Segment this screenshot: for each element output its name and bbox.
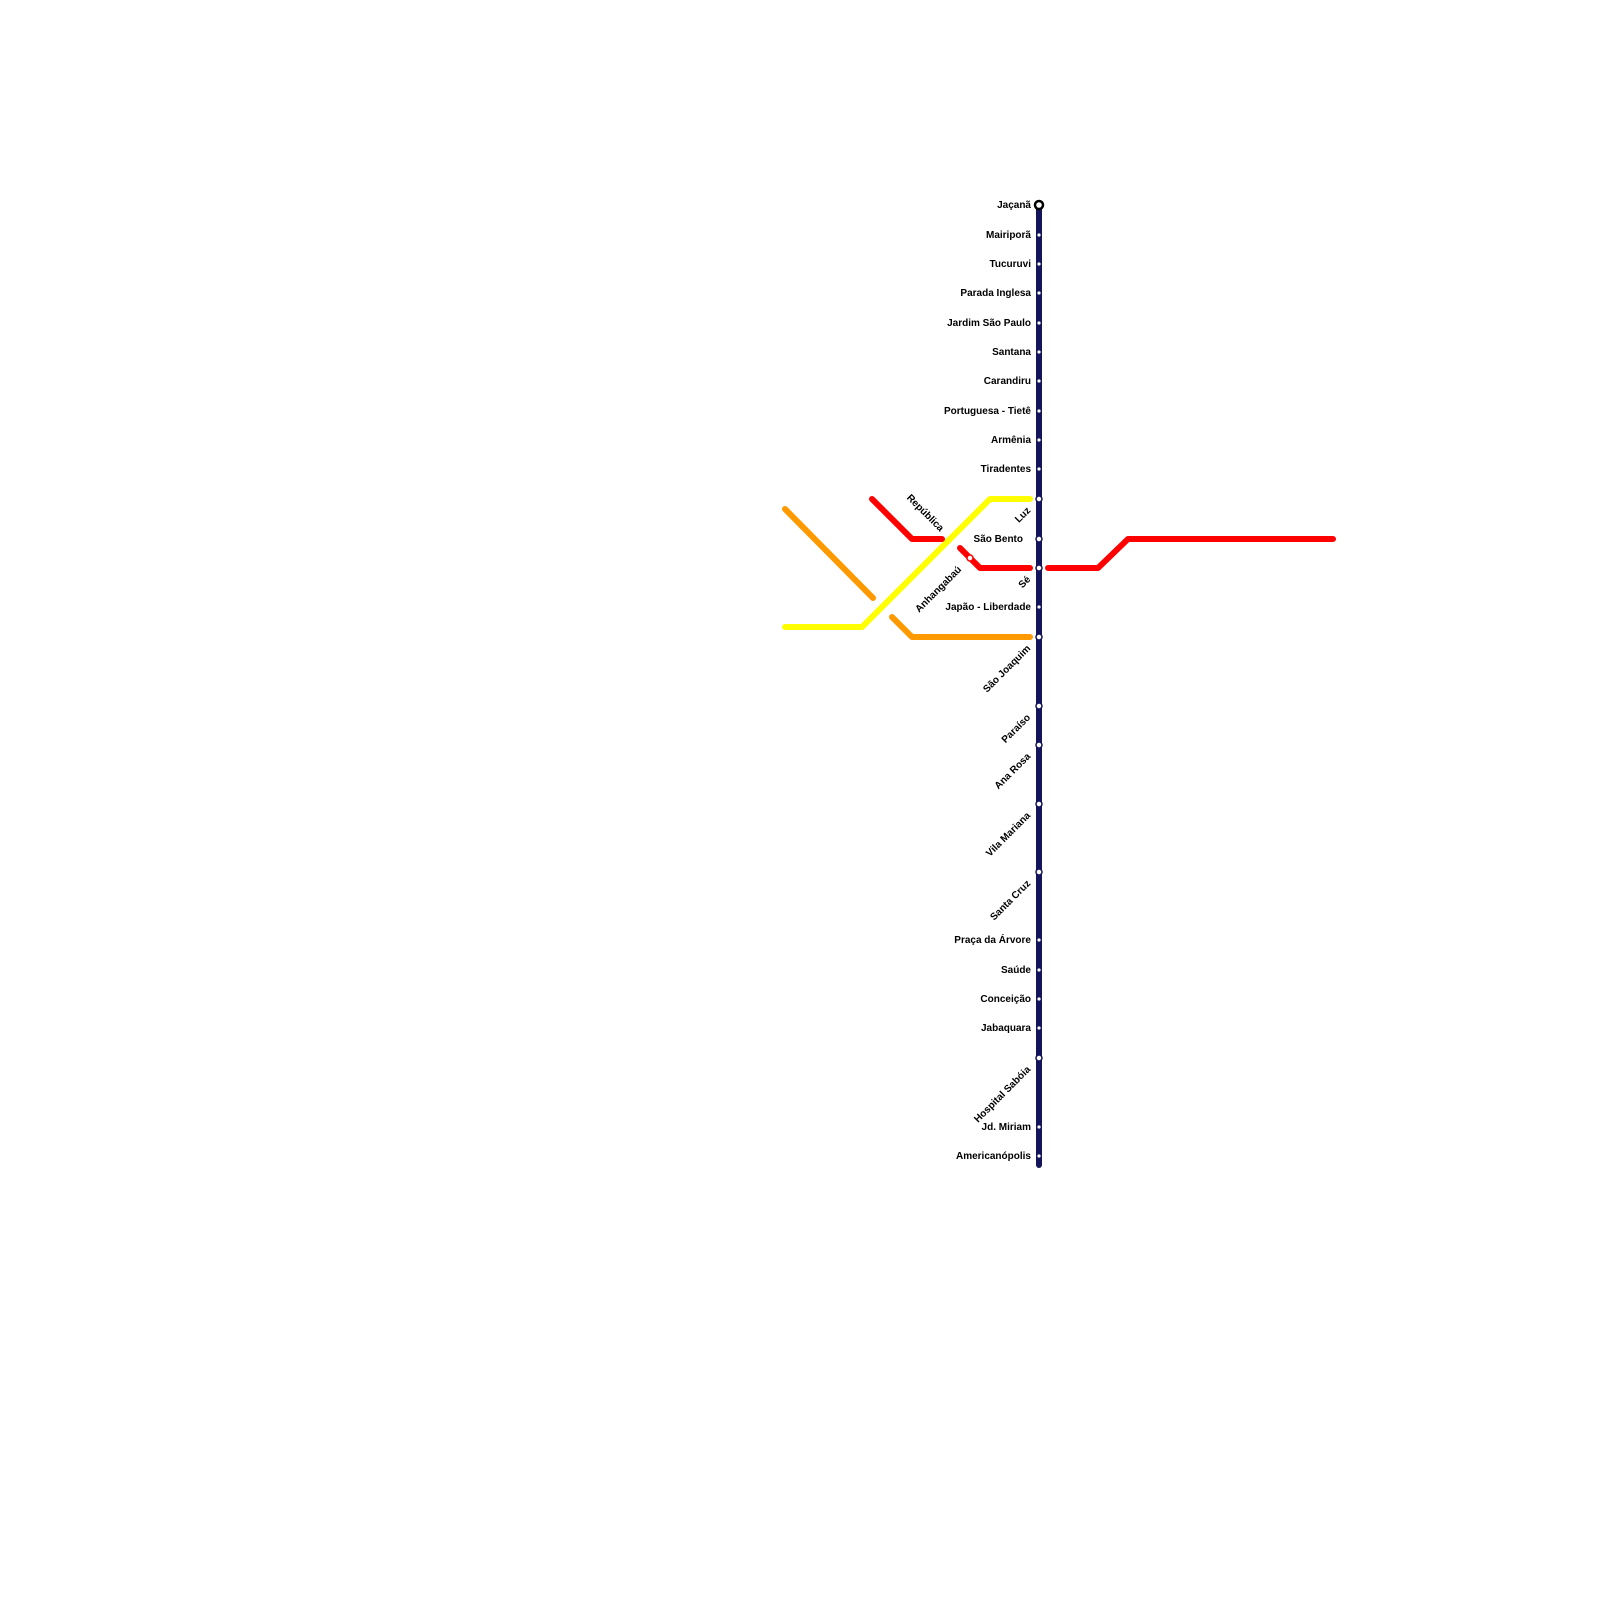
station-label: Ana Rosa bbox=[993, 751, 1034, 792]
station-label: Luz bbox=[1013, 505, 1033, 525]
red-line bbox=[1045, 536, 1336, 571]
station-label: Jabaquara bbox=[981, 1023, 1031, 1034]
station-label: Mairiporã bbox=[986, 230, 1031, 241]
station-label: Jardim São Paulo bbox=[947, 318, 1031, 329]
station-dot bbox=[1037, 1026, 1041, 1030]
yellow-line bbox=[782, 496, 1033, 630]
station-dot bbox=[1037, 262, 1041, 266]
station-dot bbox=[1037, 467, 1041, 471]
station-label: Americanópolis bbox=[956, 1151, 1031, 1162]
station-label: Japão - Liberdade bbox=[945, 602, 1031, 613]
station-label: Santana bbox=[992, 347, 1031, 358]
station-dot bbox=[1037, 1125, 1041, 1129]
station-dot bbox=[1037, 233, 1041, 237]
interchange-dot bbox=[1035, 535, 1043, 543]
interchange-dot bbox=[1035, 800, 1043, 808]
terminal-dot bbox=[1033, 199, 1045, 211]
station-dot bbox=[1037, 968, 1041, 972]
station-label: Sé bbox=[1017, 574, 1034, 591]
station-label: Conceição bbox=[980, 994, 1031, 1005]
station-dot bbox=[1037, 291, 1041, 295]
interchange-dot bbox=[1035, 741, 1043, 749]
station-dot bbox=[1037, 605, 1041, 609]
station-label: São Bento bbox=[974, 534, 1023, 545]
station-dot bbox=[1037, 350, 1041, 354]
station-dot bbox=[1037, 321, 1041, 325]
station-label: Portuguesa - Tietê bbox=[944, 406, 1031, 417]
interchange-dot bbox=[1035, 495, 1043, 503]
station-dot bbox=[1037, 938, 1041, 942]
station-label: Saúde bbox=[1001, 965, 1031, 976]
station-dot bbox=[966, 554, 974, 562]
interchange-dot bbox=[1035, 868, 1043, 876]
station-dot bbox=[1037, 997, 1041, 1001]
station-label: São Joaquim bbox=[981, 643, 1033, 695]
station-label: Jaçanã bbox=[997, 200, 1031, 211]
interchange-dot bbox=[1035, 564, 1043, 572]
station-label: Praça da Árvore bbox=[954, 933, 1031, 946]
station-label: Hospital Sabóia bbox=[972, 1064, 1033, 1125]
interchange-dot bbox=[1035, 1054, 1043, 1062]
interchange-dot bbox=[1035, 702, 1043, 710]
station-label: Carandiru bbox=[984, 376, 1031, 387]
orange-line bbox=[889, 614, 1033, 640]
station-label: República bbox=[904, 493, 946, 535]
station-dot bbox=[1037, 379, 1041, 383]
interchange-dot bbox=[1035, 633, 1043, 641]
red-line bbox=[957, 545, 1033, 571]
orange-line bbox=[782, 506, 876, 601]
station-label: Armênia bbox=[991, 435, 1031, 446]
station-label: Jd. Miriam bbox=[982, 1122, 1032, 1133]
station-dot bbox=[1037, 1154, 1041, 1158]
station-label: Parada Inglesa bbox=[960, 288, 1031, 299]
station-dot bbox=[1037, 438, 1041, 442]
station-label: Tiradentes bbox=[981, 464, 1032, 475]
red-line bbox=[869, 496, 945, 542]
station-label: Vila Mariana bbox=[984, 810, 1033, 859]
station-label: Santa Cruz bbox=[988, 878, 1033, 923]
station-label: Paraíso bbox=[1000, 712, 1033, 745]
station-dot bbox=[1037, 409, 1041, 413]
station-label: Tucuruvi bbox=[990, 259, 1032, 270]
